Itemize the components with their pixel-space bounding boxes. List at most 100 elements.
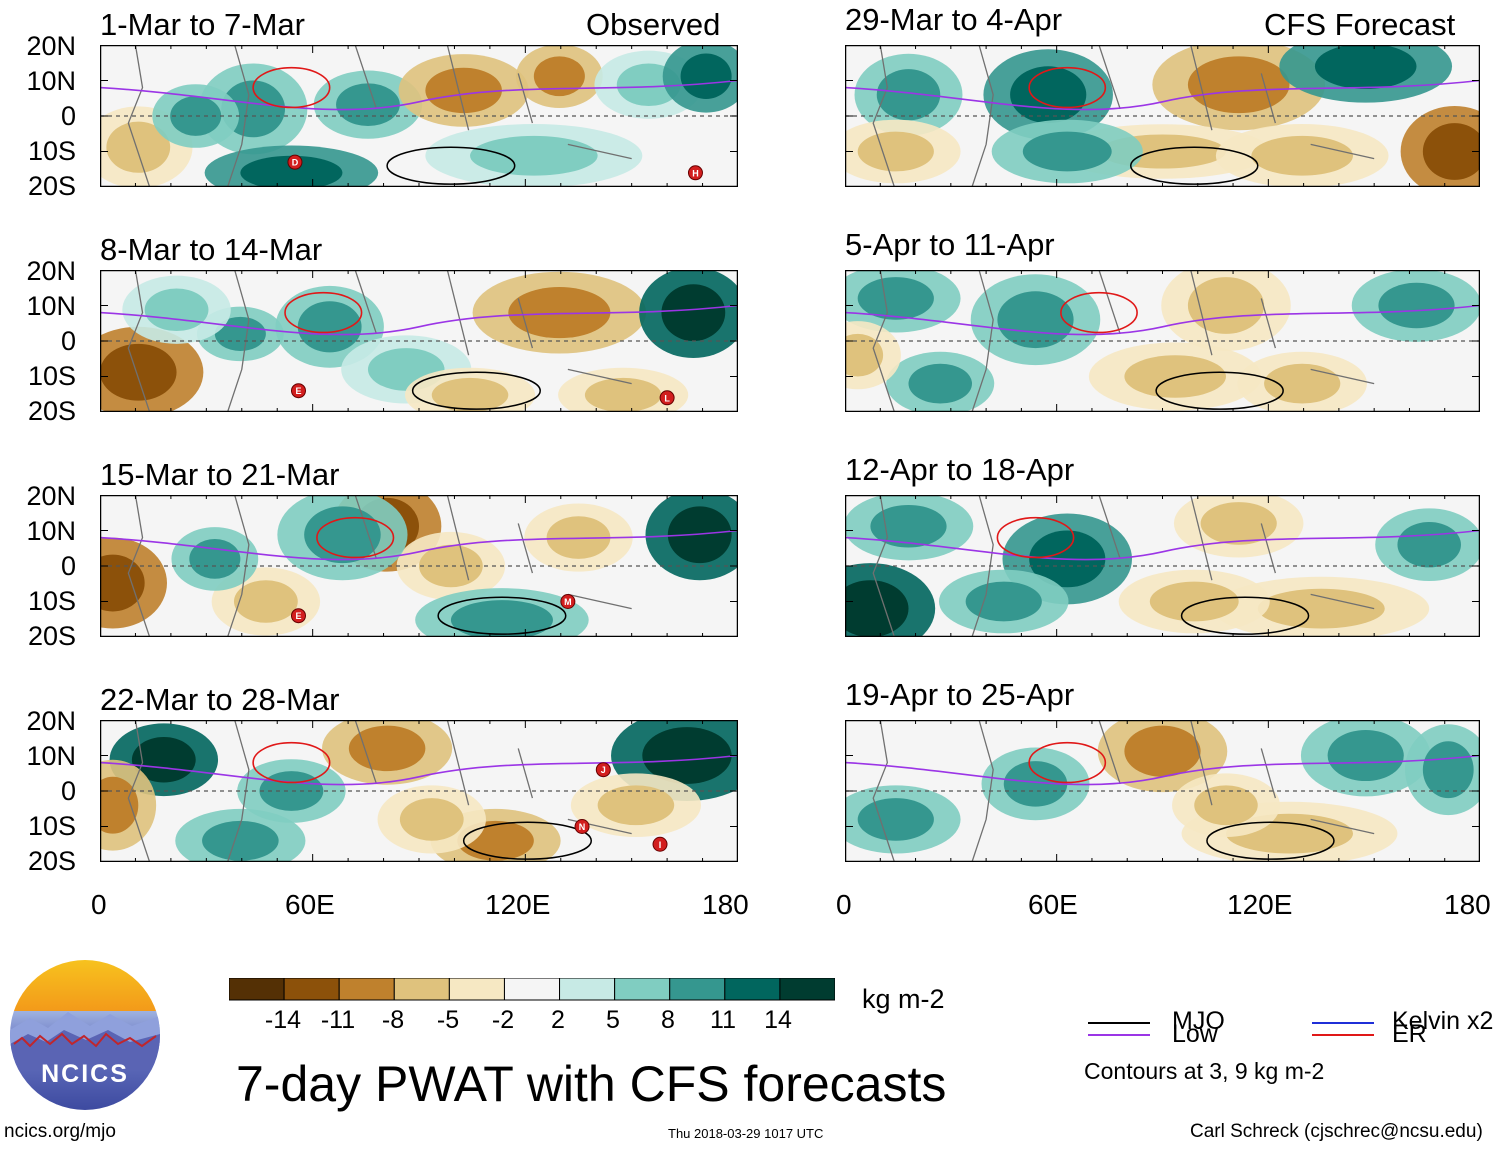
pwat-anomaly bbox=[1378, 282, 1455, 329]
footer-url[interactable]: ncics.org/mjo bbox=[4, 1121, 116, 1142]
panel-title: 15-Mar to 21-Mar bbox=[100, 457, 340, 492]
pwat-anomaly bbox=[425, 67, 502, 114]
logo-text: NCICS bbox=[41, 1060, 129, 1088]
pwat-anomaly bbox=[1124, 725, 1201, 777]
map-panel-2: EL bbox=[100, 270, 738, 412]
pwat-anomaly bbox=[642, 727, 732, 784]
coastline bbox=[127, 270, 632, 412]
storm-label: M bbox=[564, 597, 572, 607]
coastline bbox=[872, 720, 1375, 862]
pwat-anomaly bbox=[202, 820, 279, 861]
figure-title: 7-day PWAT with CFS forecasts bbox=[236, 1056, 947, 1112]
colorbar-label: 8 bbox=[661, 1006, 675, 1034]
low-contour bbox=[100, 754, 738, 786]
legend-label-low: Low bbox=[1172, 1020, 1218, 1048]
lat-label: 10N bbox=[26, 741, 76, 771]
lat-label: 10N bbox=[26, 66, 76, 96]
pwat-anomaly bbox=[1327, 729, 1404, 782]
pwat-anomaly bbox=[450, 600, 553, 637]
lat-label: 0 bbox=[60, 551, 76, 581]
mjo-contour bbox=[462, 821, 593, 860]
colorbar-swatch bbox=[669, 978, 726, 1001]
mountain-icon bbox=[10, 1012, 160, 1070]
storm-label: E bbox=[295, 386, 301, 396]
colorbar-label: 2 bbox=[551, 1006, 565, 1034]
mjo-contour bbox=[411, 371, 541, 410]
pwat-anomaly bbox=[100, 554, 145, 612]
lat-label: 10S bbox=[27, 361, 76, 391]
pwat-anomaly bbox=[1200, 502, 1277, 545]
colorbar-label: 11 bbox=[710, 1006, 736, 1034]
legend-label-kelvin: Kelvin x2 bbox=[1392, 1007, 1494, 1035]
storm-marker-icon bbox=[560, 594, 576, 609]
lat-label: 20N bbox=[26, 706, 76, 736]
storm-label: E bbox=[295, 611, 301, 621]
colorbar-swatch bbox=[779, 978, 835, 1001]
storm-marker-icon bbox=[595, 762, 611, 778]
pwat-anomaly bbox=[680, 53, 732, 99]
panel-frame bbox=[100, 45, 738, 187]
legend-label-mjo: MJO bbox=[1172, 1007, 1225, 1035]
colorbar-swatch bbox=[229, 978, 285, 1001]
colorbar-label: -11 bbox=[320, 1006, 356, 1034]
storm-label: D bbox=[292, 158, 299, 168]
colorbar-swatch bbox=[393, 978, 450, 1001]
panel-title: 5-Apr to 11-Apr bbox=[845, 227, 1055, 262]
mjo-contour bbox=[386, 146, 516, 185]
panel-title: 1-Mar to 7-Mar bbox=[100, 7, 305, 42]
colorbar-swatch bbox=[283, 978, 340, 1001]
lat-label: 10S bbox=[27, 586, 76, 616]
low-contour bbox=[845, 304, 1480, 336]
pwat-anomaly bbox=[661, 284, 726, 341]
pwat-anomaly bbox=[845, 580, 909, 637]
lat-label: 20S bbox=[27, 846, 76, 876]
storm-marker-icon bbox=[574, 819, 590, 834]
lon-label: 60E bbox=[1028, 889, 1078, 920]
lon-label: 0 bbox=[836, 889, 852, 920]
low-contour bbox=[845, 754, 1480, 786]
pwat-anomaly bbox=[533, 56, 585, 97]
lat-label: 10N bbox=[26, 291, 76, 321]
coastline bbox=[127, 495, 632, 637]
pwat-anomaly bbox=[100, 343, 177, 401]
legend-line-er bbox=[1312, 1034, 1374, 1036]
panel-title: 8-Mar to 14-Mar bbox=[100, 232, 323, 267]
mjo-contour bbox=[1180, 596, 1310, 635]
lat-label: 0 bbox=[60, 776, 76, 806]
map-panel-8 bbox=[845, 720, 1480, 862]
pwat-anomaly bbox=[908, 363, 972, 404]
footer-timestamp: Thu 2018-03-29 1017 UTC bbox=[668, 1126, 824, 1141]
pwat-anomaly bbox=[1124, 355, 1226, 398]
coastline bbox=[127, 45, 632, 187]
pwat-anomaly bbox=[399, 798, 464, 841]
legend-label-er: ER bbox=[1392, 1020, 1427, 1048]
colorbar-label: -2 bbox=[491, 1006, 515, 1034]
pwat-anomaly bbox=[597, 785, 675, 826]
colorbar-swatch bbox=[724, 978, 781, 1001]
storm-marker-icon bbox=[687, 165, 703, 181]
colorbar-label: 14 bbox=[764, 1006, 792, 1034]
lon-label: 120E bbox=[1227, 889, 1293, 920]
coastline bbox=[872, 45, 1375, 187]
lat-label: 10S bbox=[27, 811, 76, 841]
colorbar-label: -5 bbox=[436, 1006, 460, 1034]
panel-title: 19-Apr to 25-Apr bbox=[845, 677, 1075, 712]
colorbar-swatch bbox=[448, 978, 505, 1001]
storm-marker-icon bbox=[652, 836, 668, 852]
map-panel-5 bbox=[845, 45, 1480, 187]
mjo-contour bbox=[437, 596, 567, 635]
legend-line-low bbox=[1088, 1034, 1150, 1036]
pwat-anomaly bbox=[1194, 785, 1258, 826]
pwat-anomaly bbox=[131, 737, 196, 783]
pwat-anomaly bbox=[857, 131, 934, 172]
pwat-anomaly bbox=[1257, 588, 1385, 629]
storm-marker-icon bbox=[287, 154, 303, 170]
pwat-anomaly bbox=[106, 121, 171, 173]
pwat-anomaly bbox=[1003, 761, 1068, 807]
pwat-anomaly bbox=[240, 155, 343, 187]
lat-label: 0 bbox=[60, 101, 76, 131]
colorbar-swatch bbox=[614, 978, 671, 1001]
pwat-anomaly bbox=[1422, 123, 1480, 180]
lat-label: 20N bbox=[26, 256, 76, 286]
lat-label: 0 bbox=[60, 326, 76, 356]
